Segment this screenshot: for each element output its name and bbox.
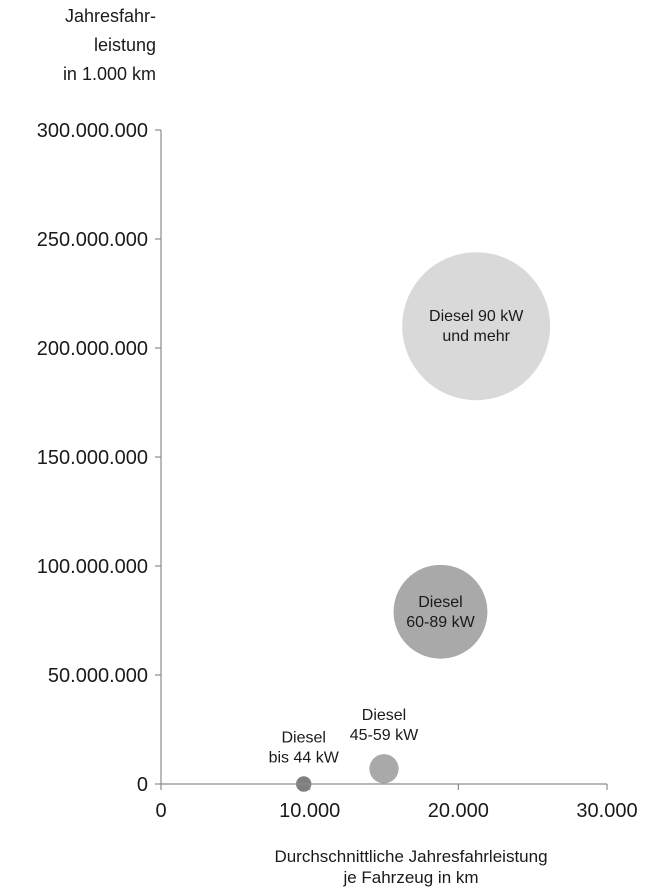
bubble-1-label: bis 44 kW [269,749,340,766]
bubble-2 [369,754,399,784]
y-tick-label: 250.000.000 [37,229,148,251]
x-axis-title-line-1: Durchschnittliche Jahresfahrleistung [274,847,548,866]
y-tick-label: 50.000.000 [48,665,148,687]
x-tick-label: 10.000 [279,800,340,822]
bubble-4-label: Diesel 90 kW [429,308,524,325]
bubble-3-label: Diesel [418,594,462,611]
axes-layer: 0 50.000.000 100.000.000 150.000.000 200.000… [37,120,638,822]
bubble-3 [393,564,488,659]
x-tick-label: 20.000 [428,800,489,822]
bubble-3-label: 60-89 kW [406,614,475,631]
y-tick-label: 100.000.000 [37,556,148,578]
y-axis-title-line-3: in 1.000 km [62,64,156,84]
x-tick-label: 0 [155,800,166,822]
bubble-2-label: Diesel [362,707,406,724]
bubble-4 [402,252,551,401]
bubble-2-label: 45-59 kW [350,727,419,744]
bubble-labels-layer: Diesel bis 44 kW Diesel 45-59 kW Diesel 60-89… [269,308,525,766]
x-tick-label: 30.000 [576,800,637,822]
y-tick-label: 0 [137,774,148,796]
y-tick-label: 150.000.000 [37,447,148,469]
bubble-4-label: und mehr [442,328,510,345]
bubble-1-label: Diesel [281,729,325,746]
y-axis-title-line-2: leistung [93,35,156,55]
x-axis-title-line-2: je Fahrzeug in km [343,868,479,887]
y-axis-title-line-1: Jahresfahr- [64,6,156,26]
bubble-layer [296,252,551,792]
y-tick-label: 200.000.000 [37,338,148,360]
y-tick-label: 300.000.000 [37,120,148,142]
